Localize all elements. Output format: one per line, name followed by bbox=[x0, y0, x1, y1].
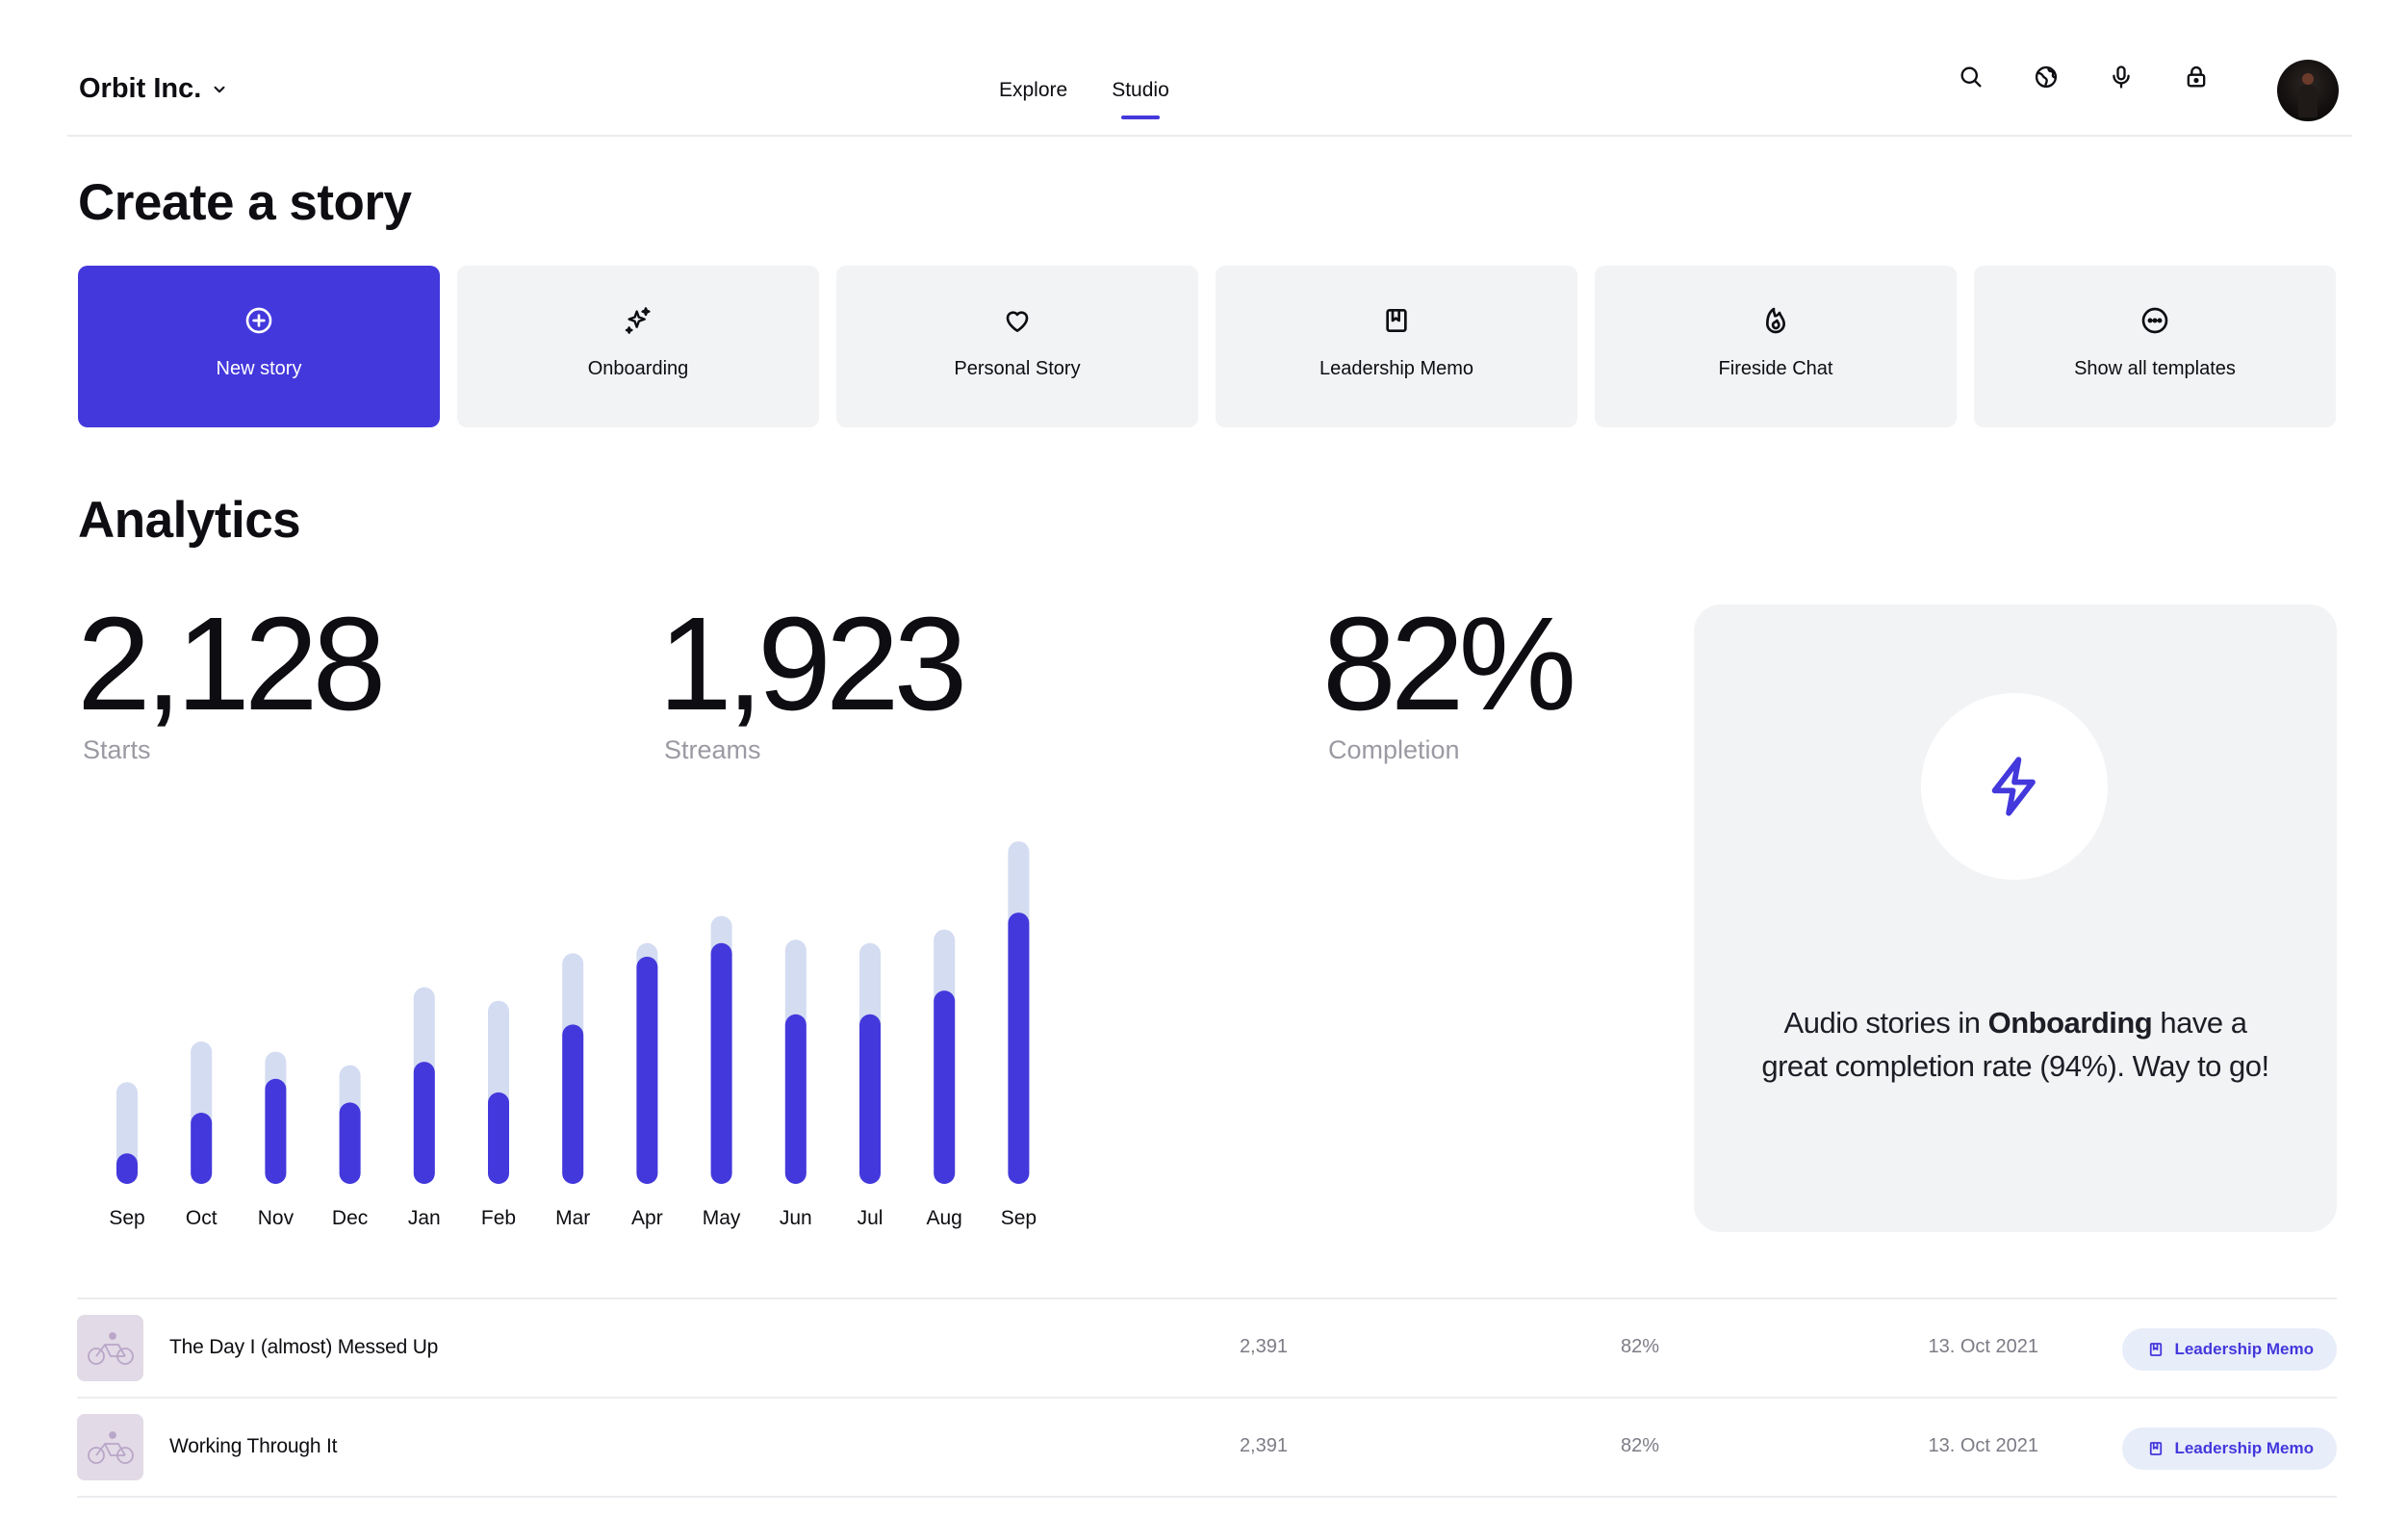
analytics-title: Analytics bbox=[78, 492, 301, 549]
card-label: Leadership Memo bbox=[1319, 358, 1474, 379]
template-leadership-memo[interactable]: Leadership Memo bbox=[1216, 266, 1577, 427]
story-thumbnail bbox=[77, 1414, 143, 1480]
fire-icon bbox=[1759, 304, 1792, 337]
new-story-button[interactable]: New story bbox=[78, 266, 440, 427]
search-icon[interactable] bbox=[1954, 60, 1988, 94]
create-story-title: Create a story bbox=[78, 174, 412, 231]
bar-value-oct-1 bbox=[191, 1113, 213, 1184]
template-fireside-chat[interactable]: Fireside Chat bbox=[1595, 266, 1957, 427]
bar-value-may-8 bbox=[710, 942, 732, 1184]
template-tag[interactable]: Leadership Memo bbox=[2122, 1427, 2337, 1470]
stat-value: 82% bbox=[1322, 590, 1576, 738]
story-thumbnail bbox=[77, 1315, 143, 1381]
org-switcher[interactable]: Orbit Inc. bbox=[79, 73, 228, 105]
bar-value-apr-7 bbox=[636, 956, 658, 1184]
bar-value-feb-5 bbox=[488, 1092, 509, 1184]
card-label: Onboarding bbox=[587, 358, 689, 379]
main-nav: Explore Studio bbox=[999, 79, 1169, 119]
monthly-bar-chart: Sep Oct Nov Dec Jan Feb Mar Apr May Jun Jul Aug Sep bbox=[109, 841, 1037, 1229]
book-icon bbox=[2150, 1343, 2163, 1356]
chevron-down-icon bbox=[214, 86, 225, 92]
x-tick-label: Feb bbox=[481, 1207, 516, 1229]
bar-value-dec-3 bbox=[339, 1102, 361, 1184]
stories-table: The Day I (almost) Messed Up 2,391 82% 1… bbox=[77, 1298, 2337, 1498]
x-tick-label: Aug bbox=[927, 1207, 962, 1229]
x-tick-label: Sep bbox=[109, 1207, 144, 1229]
tag-label: Leadership Memo bbox=[2174, 1439, 2314, 1457]
avatar[interactable] bbox=[2277, 60, 2339, 121]
story-streams: 2,391 bbox=[1239, 1435, 1288, 1456]
stat-starts: 2,128 Starts bbox=[77, 590, 386, 765]
stat-value: 1,923 bbox=[658, 590, 967, 738]
bar-value-mar-6 bbox=[562, 1024, 584, 1184]
card-label: Show all templates bbox=[2074, 358, 2236, 379]
story-completion: 82% bbox=[1620, 1435, 1659, 1456]
card-label: New story bbox=[216, 358, 302, 379]
template-cards: New story Onboarding Personal Story Lead… bbox=[78, 266, 2336, 427]
stat-completion: 82% Completion bbox=[1322, 590, 1576, 765]
nav-explore[interactable]: Explore bbox=[999, 79, 1068, 101]
more-circle-icon bbox=[2139, 304, 2171, 337]
nav-studio[interactable]: Studio bbox=[1112, 79, 1169, 119]
x-tick-label: Jun bbox=[780, 1207, 812, 1229]
header-actions bbox=[1954, 60, 2214, 94]
template-personal-story[interactable]: Personal Story bbox=[836, 266, 1198, 427]
avatar-photo-head bbox=[2302, 73, 2314, 85]
sparkles-icon bbox=[622, 304, 654, 337]
show-all-templates-button[interactable]: Show all templates bbox=[1974, 266, 2336, 427]
bar-value-sep-0 bbox=[116, 1153, 138, 1184]
x-tick-label: Apr bbox=[631, 1207, 663, 1229]
template-onboarding[interactable]: Onboarding bbox=[457, 266, 819, 427]
x-tick-label: Nov bbox=[258, 1207, 295, 1229]
table-row[interactable]: The Day I (almost) Messed Up 2,391 82% 1… bbox=[77, 1299, 2337, 1399]
x-tick-label: Mar bbox=[555, 1207, 590, 1229]
x-tick-label: Dec bbox=[332, 1207, 368, 1229]
x-tick-label: Jan bbox=[408, 1207, 441, 1229]
lightning-icon bbox=[1991, 757, 2036, 816]
globe-icon[interactable] bbox=[2029, 60, 2063, 94]
x-tick-label: Jul bbox=[858, 1207, 884, 1229]
card-label: Fireside Chat bbox=[1718, 358, 1833, 379]
bar-value-nov-2 bbox=[265, 1078, 287, 1184]
stat-value: 2,128 bbox=[77, 590, 386, 738]
top-bar: Orbit Inc. Explore Studio bbox=[67, 0, 2352, 137]
bar-value-aug-11 bbox=[934, 990, 956, 1184]
stat-label: Starts bbox=[83, 735, 151, 764]
plus-circle-icon bbox=[243, 304, 275, 337]
insight-highlight: Onboarding bbox=[1987, 1006, 2153, 1040]
insight-message: Audio stories in Onboarding have a great… bbox=[1761, 1006, 2269, 1083]
book-icon bbox=[2150, 1442, 2163, 1455]
story-title[interactable]: Working Through It bbox=[169, 1435, 338, 1457]
stat-label: Completion bbox=[1328, 735, 1460, 764]
bar-value-sep-12 bbox=[1008, 912, 1030, 1184]
template-tag[interactable]: Leadership Memo bbox=[2122, 1328, 2337, 1371]
table-row[interactable]: Working Through It 2,391 82% 13. Oct 202… bbox=[77, 1399, 2337, 1498]
bar-value-jan-4 bbox=[413, 1062, 435, 1184]
bar-value-jun-9 bbox=[784, 1014, 807, 1184]
org-name: Orbit Inc. bbox=[79, 73, 202, 104]
bar-value-jul-10 bbox=[859, 1014, 881, 1184]
tag-label: Leadership Memo bbox=[2174, 1340, 2314, 1358]
x-tick-label: Sep bbox=[1001, 1207, 1037, 1229]
microphone-icon[interactable] bbox=[2104, 60, 2139, 94]
stat-label: Streams bbox=[664, 735, 761, 764]
avatar-photo-body bbox=[2298, 85, 2318, 117]
x-tick-label: May bbox=[703, 1207, 741, 1229]
stat-streams: 1,923 Streams bbox=[658, 590, 967, 765]
insight-icon-circle bbox=[1921, 693, 2108, 880]
story-streams: 2,391 bbox=[1239, 1336, 1288, 1357]
story-completion: 82% bbox=[1620, 1336, 1659, 1357]
story-title[interactable]: The Day I (almost) Messed Up bbox=[169, 1336, 439, 1358]
story-date: 13. Oct 2021 bbox=[1928, 1435, 2038, 1456]
card-label: Personal Story bbox=[954, 358, 1081, 379]
book-icon bbox=[1380, 304, 1413, 337]
insight-card: Audio stories in Onboarding have a great… bbox=[1694, 604, 2337, 1232]
x-tick-label: Oct bbox=[186, 1207, 218, 1229]
lock-icon[interactable] bbox=[2179, 60, 2214, 94]
story-date: 13. Oct 2021 bbox=[1928, 1336, 2038, 1357]
heart-icon bbox=[1001, 304, 1034, 337]
